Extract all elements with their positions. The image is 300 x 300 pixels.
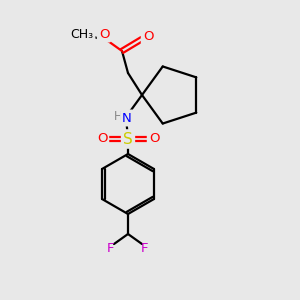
Text: S: S <box>123 131 133 146</box>
Text: CH₃: CH₃ <box>70 28 94 40</box>
Text: F: F <box>141 242 149 256</box>
Text: O: O <box>99 28 109 40</box>
Text: O: O <box>143 31 153 44</box>
Text: O: O <box>149 131 159 145</box>
Text: O: O <box>97 131 107 145</box>
Text: F: F <box>107 242 115 256</box>
Text: N: N <box>122 112 132 124</box>
Text: H: H <box>114 110 122 122</box>
